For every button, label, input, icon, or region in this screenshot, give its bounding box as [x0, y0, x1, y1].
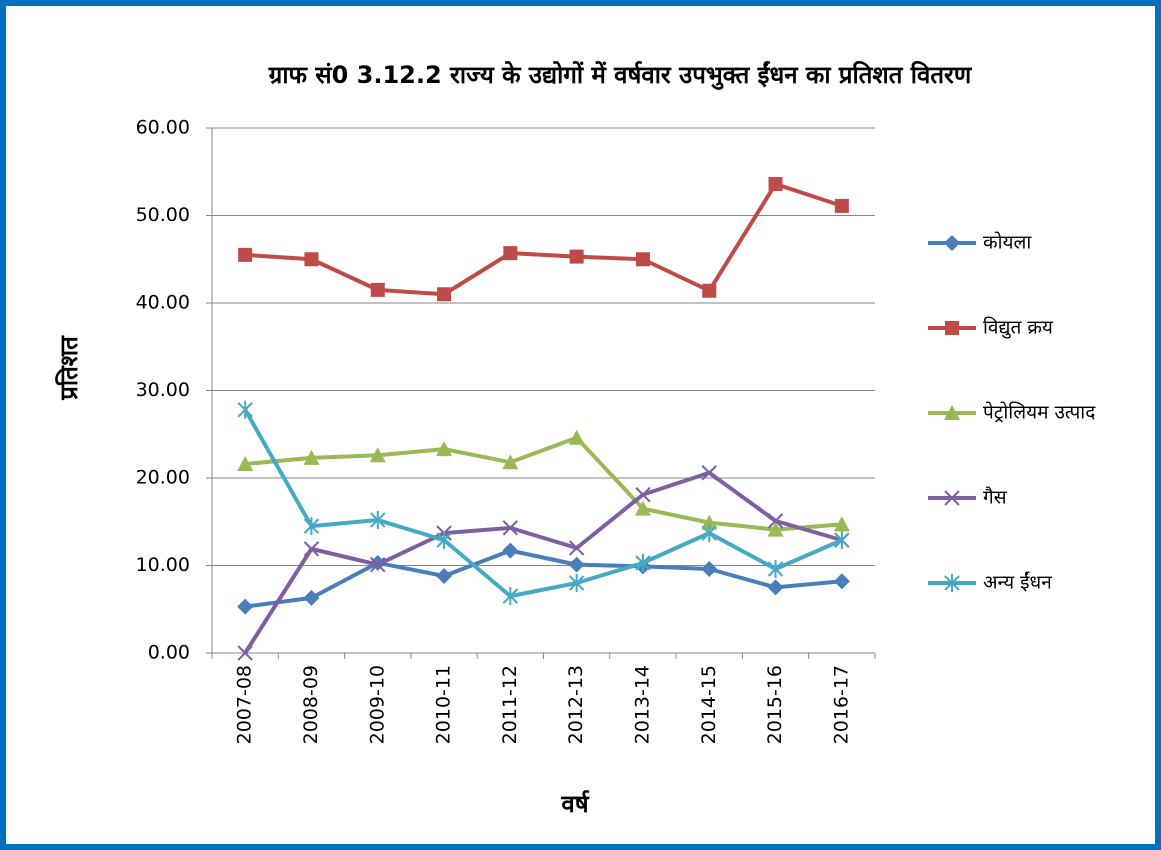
legend-label: कोयला: [983, 231, 1032, 254]
x-tick-label: 2016-17: [830, 665, 852, 744]
point: [303, 517, 320, 536]
legend-marker: [945, 321, 959, 335]
series-line: [243, 470, 843, 655]
point: [238, 247, 253, 262]
point: [303, 589, 320, 606]
point: [502, 587, 519, 606]
point: [768, 177, 783, 191]
point: [701, 465, 717, 481]
point: [370, 556, 386, 573]
y-tick-label: 60.00: [136, 117, 190, 139]
point: [436, 441, 453, 457]
x-tick-label: 2013-14: [631, 665, 653, 744]
point: [303, 449, 320, 465]
point: [568, 574, 585, 592]
point: [634, 500, 651, 516]
legend-marker: [944, 405, 960, 420]
x-tick-label: 2014-15: [698, 665, 720, 744]
point: [701, 524, 717, 543]
series-line: [245, 182, 843, 297]
point: [370, 282, 385, 297]
point: [767, 521, 784, 537]
legend-marker: [944, 490, 960, 506]
x-tick-label: 2009-10: [366, 665, 388, 744]
point: [834, 198, 849, 213]
point: [701, 514, 718, 530]
legend-label: विद्युत क्रय: [983, 316, 1054, 340]
point: [833, 516, 850, 532]
point: [502, 454, 519, 470]
y-axis-label: प्रतिशत: [55, 335, 83, 401]
point: [767, 560, 784, 578]
point: [635, 252, 650, 267]
legend-label: पेट्रोलियम उत्पाद: [983, 401, 1096, 424]
point: [569, 249, 584, 264]
point: [237, 456, 254, 471]
legend-marker: [944, 235, 960, 251]
point: [237, 400, 253, 419]
series-line: [244, 548, 843, 609]
point: [833, 573, 850, 590]
point: [834, 531, 850, 550]
point: [304, 252, 319, 267]
point: [568, 556, 585, 573]
chart-title: ग्राफ सं0 3.12.2 राज्य के उद्योगों में व…: [268, 61, 973, 90]
y-tick-label: 50.00: [136, 204, 190, 226]
point: [303, 541, 320, 557]
y-tick-label: 0.00: [148, 642, 190, 664]
x-tick-label: 2012-13: [565, 665, 587, 744]
point: [502, 520, 519, 536]
legend-label: अन्य ईंधन: [983, 571, 1052, 594]
point: [369, 447, 386, 463]
point: [568, 540, 585, 556]
series-line: [243, 408, 843, 599]
point: [237, 598, 254, 615]
point: [502, 542, 519, 559]
point: [635, 486, 651, 503]
point: [503, 246, 518, 261]
point: [436, 568, 453, 584]
y-tick-label: 20.00: [136, 467, 190, 489]
point: [370, 511, 386, 529]
x-axis-label: वर्ष: [560, 790, 589, 818]
legend-label: गैस: [983, 486, 1008, 509]
point: [237, 645, 253, 661]
x-tick-label: 2010-11: [433, 665, 455, 744]
point: [701, 561, 718, 577]
series-line: [244, 435, 843, 532]
x-tick-label: 2011-12: [499, 665, 521, 744]
y-tick-label: 40.00: [136, 292, 190, 314]
point: [568, 429, 585, 445]
y-tick-label: 10.00: [136, 554, 190, 576]
point: [767, 513, 784, 529]
point: [702, 283, 717, 298]
x-tick-label: 2008-09: [300, 665, 322, 744]
point: [635, 553, 651, 572]
point: [436, 531, 452, 550]
x-tick-label: 2015-16: [764, 665, 786, 744]
point: [767, 579, 784, 596]
legend-marker: [944, 574, 960, 592]
y-tick-label: 30.00: [136, 379, 190, 401]
x-tick-label: 2007-08: [234, 665, 256, 744]
point: [437, 287, 452, 302]
